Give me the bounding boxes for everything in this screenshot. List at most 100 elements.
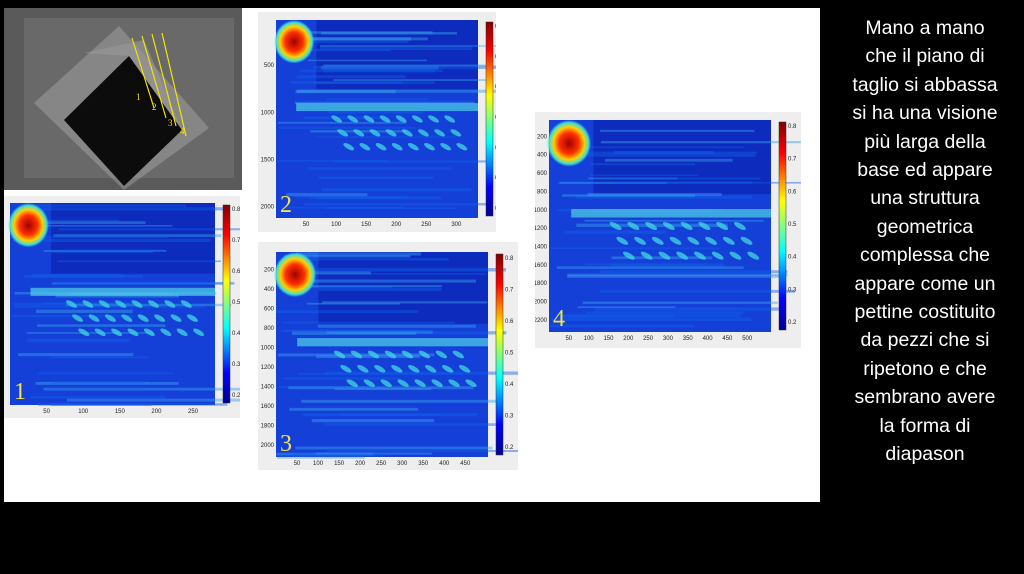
comb-tooth <box>343 143 355 151</box>
comb-tooth <box>363 379 375 388</box>
comb-tooth <box>391 365 403 373</box>
x-tick-label: 200 <box>623 336 634 342</box>
stripe <box>14 305 205 308</box>
stripe <box>600 129 755 132</box>
stripe <box>301 399 498 403</box>
stripe <box>307 59 427 62</box>
x-tick-label: 450 <box>460 461 471 467</box>
x-tick-label: 250 <box>188 409 199 415</box>
y-tick-label: 2000 <box>261 205 275 211</box>
stripe <box>550 247 721 250</box>
heatmap-panel: 0.8 0.7 0.6 0.5 0.4 0.3 0.2 50 100 150 200 250 300 50… <box>258 12 496 232</box>
colorbar-tick-label: 0.2 <box>232 393 240 399</box>
y-tick-label: 1400 <box>261 385 275 391</box>
colorbar-tick-label: 0.5 <box>505 351 514 357</box>
stripe <box>43 387 240 391</box>
comb-tooth <box>444 115 456 123</box>
y-tick-label: 1600 <box>261 404 275 410</box>
y-tick-label: 1400 <box>535 244 548 250</box>
stripe <box>295 446 493 450</box>
stripe <box>284 37 412 41</box>
comb-tooth <box>160 328 172 337</box>
stripe <box>18 353 134 357</box>
stripe <box>585 311 744 315</box>
hot-spot <box>7 203 49 248</box>
stripe <box>549 324 694 328</box>
comb-tooth <box>440 143 452 151</box>
comb-tooth <box>676 251 689 260</box>
comb-tooth <box>121 314 133 322</box>
y-tick-label: 600 <box>537 171 548 177</box>
stripe <box>306 302 400 305</box>
panel-number: 2 <box>280 192 292 218</box>
satellite-label: 1 <box>136 92 141 102</box>
comb-tooth <box>456 143 468 151</box>
stripe <box>316 354 420 359</box>
comb-tooth <box>331 115 342 123</box>
stripe <box>295 89 396 94</box>
stripe <box>58 260 221 263</box>
comb-tooth <box>127 328 139 337</box>
comb-tooth <box>640 251 653 260</box>
stripe <box>13 238 211 243</box>
heatmap-panel: 0.8 0.7 0.6 0.5 0.4 0.3 0.2 50 100 150 200 250 1 <box>4 196 240 418</box>
text-line: una struttura <box>870 187 980 210</box>
comb-tooth <box>425 365 437 373</box>
comb-tooth <box>395 115 407 123</box>
dark-band <box>316 20 478 90</box>
stripe <box>303 116 386 120</box>
comb-tooth <box>333 350 346 359</box>
colorbar-tick-label: 0.6 <box>505 319 514 325</box>
x-tick-label: 50 <box>43 409 50 415</box>
comb-tooth <box>170 314 182 322</box>
comb-tooth <box>623 251 635 260</box>
stripe <box>276 452 374 456</box>
comb-tooth <box>722 236 735 245</box>
colorbar-tick-label: 0.2 <box>495 206 496 212</box>
comb-tooth <box>734 222 746 230</box>
text-line: sembrano avere <box>854 386 996 409</box>
heatmap <box>546 120 801 332</box>
comb-tooth <box>98 300 110 308</box>
colorbar <box>222 204 231 404</box>
y-tick-label: 400 <box>537 153 548 159</box>
stripe <box>587 192 722 197</box>
stripe <box>283 279 476 283</box>
y-tick-label: 800 <box>264 326 275 332</box>
x-tick-label: 150 <box>115 409 126 415</box>
text-line: pettine costituito <box>854 301 996 324</box>
stripe <box>600 141 801 144</box>
stripe <box>611 256 713 260</box>
stripe <box>321 301 488 304</box>
comb-tooth <box>418 350 431 359</box>
stripe <box>317 324 476 328</box>
stripe <box>316 136 457 138</box>
colorbar-tick-label: 0.8 <box>232 207 240 213</box>
stripe <box>65 303 232 307</box>
stripe <box>296 195 408 198</box>
stripe <box>37 324 166 327</box>
comb-tooth <box>72 314 84 322</box>
text-line: Mano a mano <box>865 17 985 39</box>
text-line: la forma di <box>879 414 971 437</box>
colorbar-tick-label: 0.3 <box>495 176 496 182</box>
stripe <box>320 45 496 47</box>
comb-tooth <box>431 379 443 388</box>
stripe <box>311 419 435 423</box>
x-tick-label: 350 <box>418 461 429 467</box>
comb-tooth <box>711 251 724 260</box>
comb-tooth <box>452 350 464 359</box>
x-tick-label: 50 <box>303 222 310 228</box>
x-tick-label: 250 <box>421 222 432 228</box>
comb-tooth <box>347 115 359 123</box>
stripe <box>590 181 752 184</box>
stripe <box>300 40 409 44</box>
x-tick-label: 350 <box>683 336 694 342</box>
text-line: si ha una visione <box>852 102 998 125</box>
colorbar-tick-label: 0.3 <box>232 362 240 368</box>
stripe <box>585 263 706 266</box>
stripe <box>300 69 443 72</box>
x-tick-label: 200 <box>391 222 402 228</box>
stripe <box>31 274 124 278</box>
